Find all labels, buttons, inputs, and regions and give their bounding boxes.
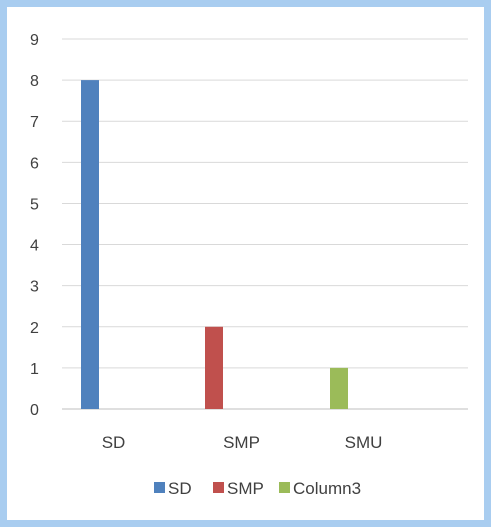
y-tick-label: 6 (30, 155, 39, 172)
legend-swatch-smp (213, 482, 224, 493)
y-tick-label: 7 (30, 114, 39, 131)
legend-swatch-column3 (279, 482, 290, 493)
bar-column3-smu (330, 367, 348, 409)
legend-label-smp: SMP (227, 479, 264, 498)
y-tick-label: 1 (30, 361, 39, 378)
y-tick-label: 4 (30, 238, 39, 255)
x-category-label: SD (102, 433, 126, 452)
legend-label-column3: Column3 (293, 479, 361, 498)
y-tick-label: 5 (30, 196, 39, 213)
legend-label-sd: SD (168, 479, 192, 498)
x-category-label: SMP (223, 433, 260, 452)
y-tick-label: 9 (30, 32, 39, 49)
bar-sd-sd (81, 80, 99, 409)
x-category-label: SMU (345, 433, 383, 452)
legend-swatch-sd (154, 482, 165, 493)
y-tick-label: 0 (30, 402, 39, 419)
bar-smp-smp (205, 326, 223, 409)
y-tick-label: 2 (30, 320, 39, 337)
y-tick-label: 8 (30, 73, 39, 90)
y-tick-label: 3 (30, 279, 39, 296)
